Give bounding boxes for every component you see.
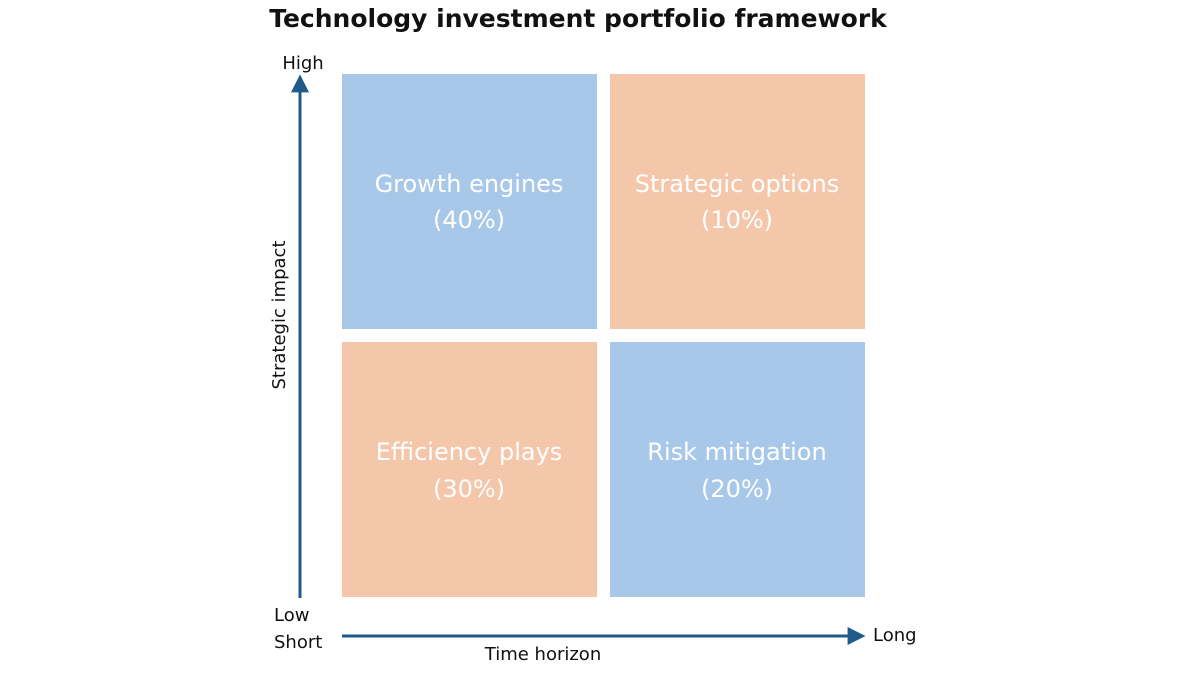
quadrant-share: (10%) [701,206,773,234]
title: Technology investment portfolio framewor… [269,4,888,33]
quadrant-name: Strategic options [635,170,840,198]
y-high: High [282,53,323,74]
quadrant-share: (30%) [433,475,505,503]
quadrant-name: Growth engines [375,170,564,198]
quadrant-box [610,342,865,597]
quadrant: Strategic options (10%) [610,74,865,329]
quadrant: Growth engines (40%) [342,74,597,329]
quadrant-name: Efficiency plays [376,438,563,466]
x-long: Long [873,625,917,646]
quadrant-share: (20%) [701,475,773,503]
quadrant-box [342,342,597,597]
x-axis-label: Time horizon [484,644,601,665]
quadrant: Risk mitigation (20%) [610,342,865,597]
quadrant-box [342,74,597,329]
quadrant-box [610,74,865,329]
y-axis-label: Strategic impact [269,240,290,389]
x-short: Short [274,632,322,653]
quadrant-share: (40%) [433,206,505,234]
quadrant-name: Risk mitigation [647,438,826,466]
quadrant: Efficiency plays (30%) [342,342,597,597]
y-low: Low [274,605,309,626]
